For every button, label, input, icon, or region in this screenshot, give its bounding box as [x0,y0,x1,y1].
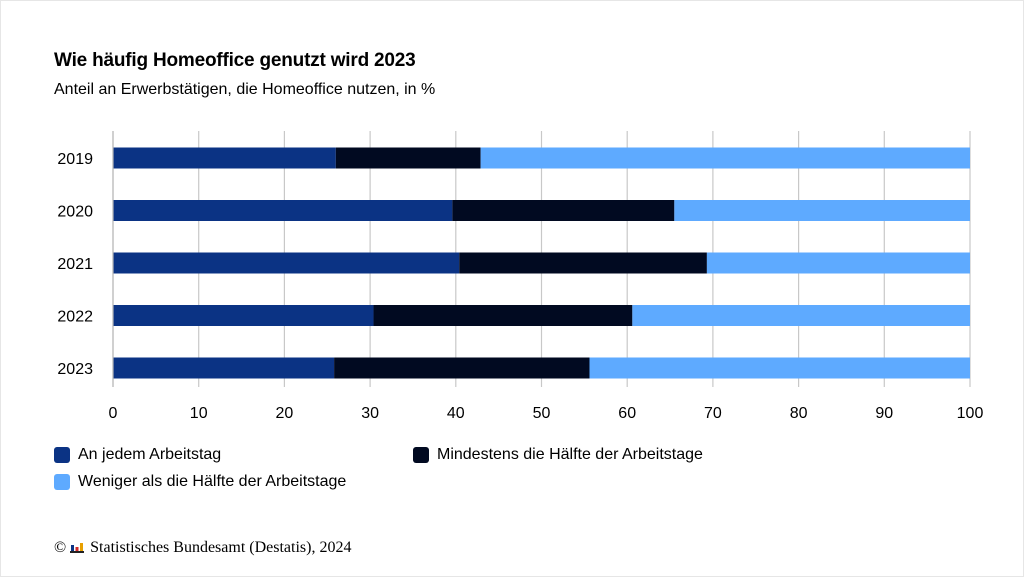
bar-segment [113,357,335,379]
bar-segment [589,357,970,379]
chart-title: Wie häufig Homeoffice genutzt wird 2023 [54,50,416,71]
bar-segment [335,147,481,169]
x-tick-label: 10 [190,405,208,422]
bar-segment [334,357,590,379]
x-tick-label: 0 [109,405,118,422]
x-tick-label: 100 [957,405,984,422]
legend-label-3: Weniger als die Hälfte der Arbeitstage [78,473,347,490]
chart-subtitle: Anteil an Erwerbstätigen, die Homeoffice… [54,81,436,98]
y-category-label: 2020 [57,204,93,221]
copyright-symbol: © [54,539,67,556]
bar-segment [373,305,633,326]
bar-segment [452,200,675,221]
y-category-label: 2021 [57,256,93,273]
x-tick-label: 50 [533,405,551,422]
legend-label-2: Mindestens die Hälfte der Arbeitstage [437,446,703,463]
bar-segment [113,200,453,221]
x-tick-label: 20 [276,405,294,422]
bar-segment [632,305,970,326]
y-category-label: 2023 [57,361,93,378]
bar-segment [674,200,970,221]
y-category-label: 2019 [57,151,93,168]
bar-segment [706,252,970,274]
source-note: © Statistisches Bundesamt (Destatis), 20… [54,539,351,557]
bar-segment [480,147,970,169]
y-category-label: 2022 [57,309,93,326]
source-text: Statistisches Bundesamt (Destatis), 2024 [90,539,352,556]
legend-item-weniger-als-haelfte: Weniger als die Hälfte der Arbeitstage [54,473,346,491]
destatis-bars-icon [70,543,85,553]
legend-item-an-jedem-arbeitstag: An jedem Arbeitstag [54,446,221,464]
bar-segment [113,147,336,169]
bar-segment [113,305,374,326]
x-tick-label: 40 [447,405,465,422]
x-tick-label: 90 [875,405,893,422]
x-tick-label: 80 [790,405,808,422]
legend-swatch-1 [54,447,70,463]
x-tick-label: 60 [618,405,636,422]
x-tick-label: 30 [361,405,379,422]
legend-label-1: An jedem Arbeitstag [78,446,222,463]
bar-segment [459,252,707,274]
legend-swatch-2 [413,447,429,463]
legend-item-mindestens-haelfte: Mindestens die Hälfte der Arbeitstage [413,446,703,464]
x-tick-label: 70 [704,405,722,422]
legend-swatch-3 [54,474,70,490]
bar-segment [113,252,460,274]
